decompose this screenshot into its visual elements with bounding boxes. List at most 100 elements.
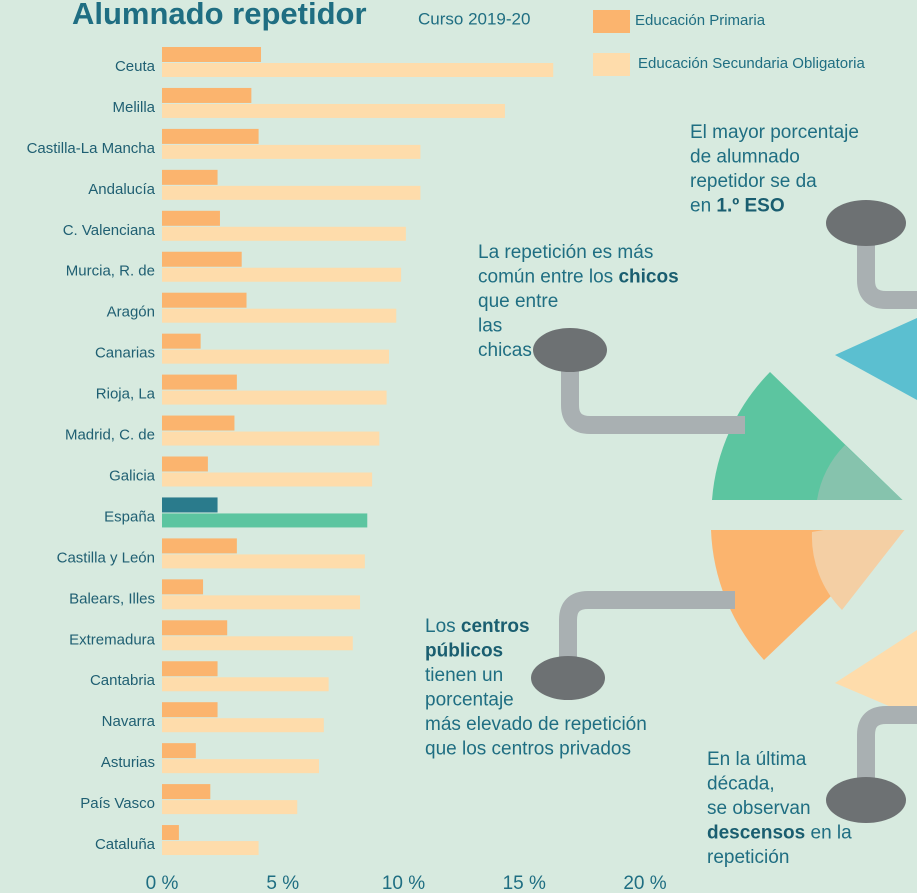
- annotation: descensos en la: [707, 823, 852, 844]
- annotation-bold: chicos: [618, 267, 678, 288]
- bar: [162, 432, 379, 446]
- chart: Alumnado repetidor Curso 2019-20 0 %5 %1…: [0, 0, 917, 893]
- bar: [162, 211, 220, 226]
- y-tick-label: Ceuta: [115, 58, 156, 75]
- bar: [162, 579, 203, 594]
- legend-label: Educación Secundaria Obligatoria: [638, 55, 865, 72]
- bar: [162, 554, 365, 568]
- bar: [162, 841, 259, 855]
- bar: [162, 702, 218, 717]
- bar: [162, 416, 234, 431]
- annotation-text: de alumnado: [690, 147, 800, 168]
- y-tick-label: Castilla-La Mancha: [27, 140, 156, 157]
- bar: [162, 784, 210, 799]
- bar: [162, 457, 208, 472]
- annotation-text: común entre los: [478, 267, 618, 288]
- y-tick-label: Murcia, R. de: [66, 263, 155, 280]
- y-tick-label: Aragón: [107, 304, 155, 321]
- annotation-text: El mayor porcentaje: [690, 122, 859, 143]
- annotation-text: En la última: [707, 749, 807, 770]
- bar: [162, 129, 259, 144]
- annotation-text: más elevado de repetición: [425, 714, 647, 735]
- bar: [162, 293, 247, 308]
- y-tick-label: Madrid, C. de: [65, 427, 155, 444]
- bar: [162, 170, 218, 185]
- legend-label: Educación Primaria: [635, 12, 766, 29]
- bar: [162, 186, 420, 200]
- annotation: en 1.º ESO: [690, 196, 785, 217]
- chart-title: Alumnado repetidor: [72, 0, 367, 31]
- annotation-text: en: [690, 196, 716, 217]
- y-tick-label: España: [104, 508, 156, 525]
- y-tick-label: Balears, Illes: [69, 590, 155, 607]
- annotation: Los centros: [425, 616, 530, 637]
- annotation: más elevado de repetición: [425, 714, 647, 735]
- bar: [162, 743, 196, 758]
- annotation: repetidor se da: [690, 171, 817, 192]
- legend-swatch: [593, 53, 630, 76]
- bar: [162, 759, 319, 773]
- bar: [162, 334, 201, 349]
- y-tick-label: País Vasco: [80, 795, 155, 812]
- annotation-text: las: [478, 316, 502, 337]
- annotation-text: repetidor se da: [690, 171, 817, 192]
- y-tick-label: Navarra: [102, 713, 156, 730]
- annotation-text: se observan: [707, 798, 811, 819]
- annotation-text: porcentaje: [425, 690, 514, 711]
- y-tick-label: Asturias: [101, 754, 155, 771]
- bar: [162, 825, 179, 840]
- bar: [162, 620, 227, 635]
- bar: [162, 800, 297, 814]
- bar: [162, 63, 553, 77]
- bar: [162, 513, 367, 527]
- y-tick-label: Andalucía: [88, 181, 155, 198]
- annotation: En la última: [707, 749, 807, 770]
- bar: [162, 104, 505, 118]
- bar: [162, 268, 401, 282]
- annotation: que los centros privados: [425, 739, 631, 760]
- bar: [162, 309, 396, 323]
- annotation-text: repetición: [707, 847, 789, 868]
- bar: [162, 636, 353, 650]
- annotation-text: chicas: [478, 340, 532, 361]
- y-tick-label: Melilla: [112, 99, 155, 116]
- annotation: las: [478, 316, 502, 337]
- annotation: se observan: [707, 798, 811, 819]
- bar: [162, 227, 406, 241]
- bar: [162, 375, 237, 390]
- y-tick-label: Castilla y León: [57, 549, 155, 566]
- bar: [162, 145, 420, 159]
- bar: [162, 595, 360, 609]
- annotation: chicas: [478, 340, 532, 361]
- y-tick-label: Extremadura: [69, 631, 156, 648]
- annotation: La repetición es más: [478, 242, 653, 263]
- bar: [162, 497, 218, 512]
- annotation-text: en la: [805, 823, 852, 844]
- y-tick-label: Cantabria: [90, 672, 156, 689]
- y-tick-label: Cataluña: [95, 836, 156, 853]
- annotation-text: tienen un: [425, 665, 503, 686]
- bar: [162, 677, 329, 691]
- bar: [162, 473, 372, 487]
- bar: [162, 252, 242, 267]
- bar: [162, 350, 389, 364]
- annotation: tienen un: [425, 665, 503, 686]
- annotation-bold: descensos: [707, 823, 805, 844]
- annotation: que entre: [478, 291, 558, 312]
- annotation-text: La repetición es más: [478, 242, 653, 263]
- annotation-bold: 1.º ESO: [716, 196, 784, 217]
- annotation-text: década,: [707, 774, 775, 795]
- x-tick-label: 20 %: [623, 873, 666, 893]
- annotation: década,: [707, 774, 775, 795]
- x-tick-label: 5 %: [266, 873, 299, 893]
- annotation-text: que los centros privados: [425, 739, 631, 760]
- page: Alumnado repetidor Curso 2019-20 0 %5 %1…: [0, 0, 917, 893]
- bar: [162, 661, 218, 676]
- bar: [162, 88, 251, 103]
- annotation-bold: públicos: [425, 641, 503, 662]
- annotation: El mayor porcentaje: [690, 122, 859, 143]
- y-tick-label: Rioja, La: [96, 386, 156, 403]
- annotation: común entre los chicos: [478, 267, 679, 288]
- annotation: públicos: [425, 641, 503, 662]
- annotation: de alumnado: [690, 147, 800, 168]
